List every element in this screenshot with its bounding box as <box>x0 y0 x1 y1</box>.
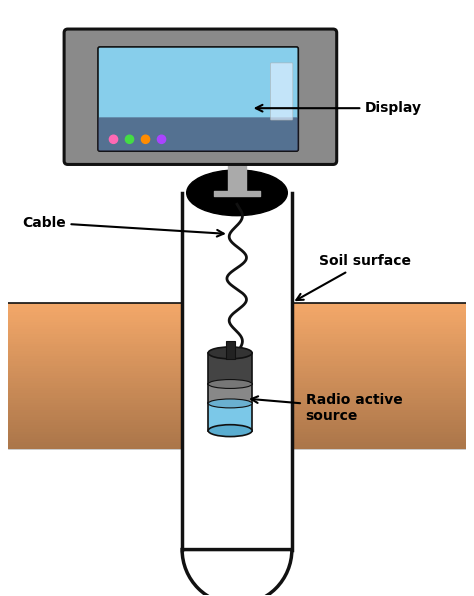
Text: Cable: Cable <box>22 216 224 237</box>
Wedge shape <box>182 550 292 596</box>
FancyBboxPatch shape <box>98 117 298 151</box>
Bar <box>182 193 292 550</box>
Circle shape <box>157 135 165 144</box>
Ellipse shape <box>208 347 252 359</box>
Ellipse shape <box>208 399 252 408</box>
FancyBboxPatch shape <box>64 29 337 164</box>
FancyBboxPatch shape <box>270 63 293 120</box>
Text: Soil surface: Soil surface <box>296 254 411 300</box>
Bar <box>226 342 235 359</box>
FancyBboxPatch shape <box>98 47 298 151</box>
Circle shape <box>141 135 150 144</box>
Bar <box>208 403 252 431</box>
Ellipse shape <box>208 425 252 437</box>
Text: Radio active
source: Radio active source <box>251 393 402 423</box>
Bar <box>229 197 245 216</box>
Ellipse shape <box>187 170 287 216</box>
Bar <box>208 353 252 384</box>
Ellipse shape <box>208 380 252 389</box>
Circle shape <box>126 135 134 144</box>
Text: Display: Display <box>256 101 422 115</box>
Bar <box>208 384 252 403</box>
Circle shape <box>109 135 118 144</box>
